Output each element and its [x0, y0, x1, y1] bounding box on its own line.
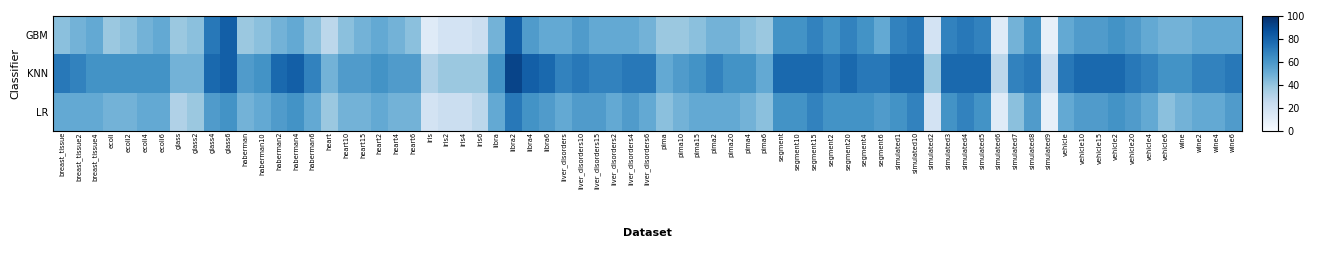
Y-axis label: Classifier: Classifier [11, 48, 20, 99]
X-axis label: Dataset: Dataset [623, 228, 672, 238]
